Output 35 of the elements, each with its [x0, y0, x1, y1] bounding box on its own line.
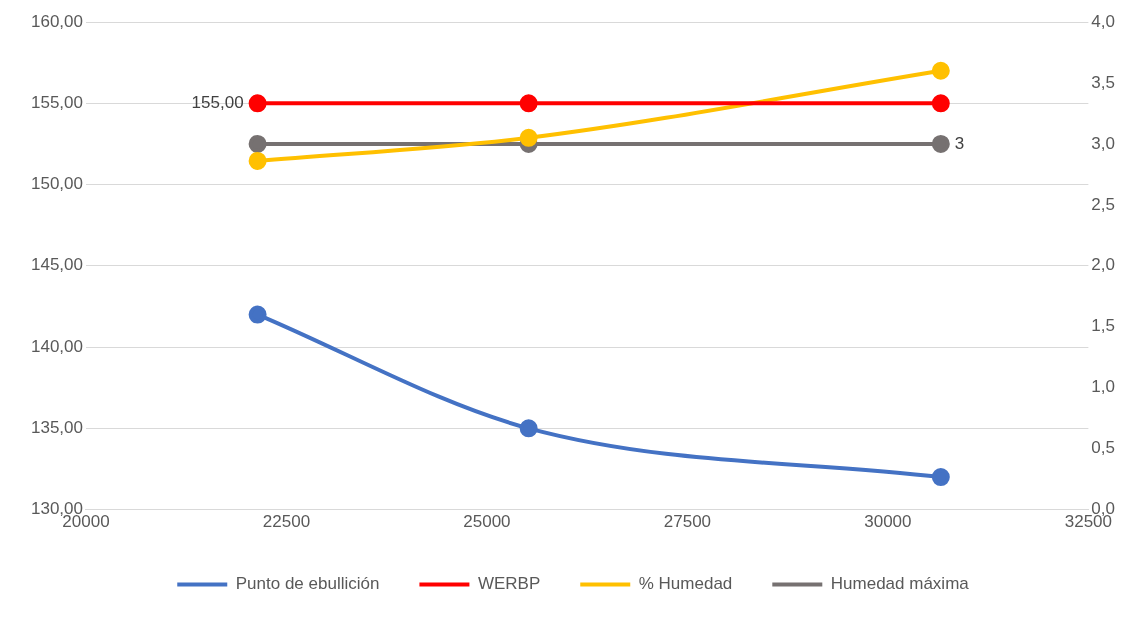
- legend-label: % Humedad: [638, 574, 733, 594]
- y-tick-label: 145,00: [31, 255, 83, 275]
- point: [519, 128, 538, 147]
- y2-tick-label: 1,0: [1091, 377, 1116, 397]
- point: [931, 61, 950, 80]
- y2-tick-label: 1,5: [1091, 316, 1116, 336]
- y-tick-label: 150,00: [31, 174, 83, 194]
- data-label: 155,00: [191, 92, 244, 112]
- data-label: 3: [954, 133, 965, 153]
- point: [931, 94, 950, 113]
- y2-tick-label: 4,0: [1091, 11, 1116, 31]
- x-tick-label: 22500: [262, 512, 311, 532]
- point: [931, 468, 950, 487]
- legend-label: WERBP: [477, 574, 541, 594]
- y-tick-label: 160,00: [31, 11, 83, 31]
- y2-tick-label: 2,5: [1091, 194, 1116, 214]
- point: [519, 94, 538, 113]
- y2-tick-label: 0,5: [1091, 438, 1116, 458]
- y2-tick-label: 2,0: [1091, 255, 1116, 275]
- point: [931, 134, 950, 153]
- legend-label: Punto de ebullición: [235, 574, 380, 594]
- y2-tick-label: 3,5: [1091, 72, 1116, 92]
- point: [248, 151, 267, 170]
- x-tick-label: 27500: [663, 512, 712, 532]
- point: [248, 134, 267, 153]
- x-tick-label: 30000: [864, 512, 912, 532]
- x-tick-label: 25000: [463, 512, 511, 532]
- y-tick-label: 155,00: [31, 92, 83, 112]
- y-tick-label: 135,00: [31, 418, 83, 438]
- y2-tick-label: 3,0: [1091, 133, 1116, 153]
- point: [248, 94, 267, 113]
- point: [519, 419, 538, 438]
- legend-label: Humedad máxima: [830, 574, 970, 594]
- y-tick-label: 140,00: [31, 336, 83, 356]
- point: [248, 305, 267, 324]
